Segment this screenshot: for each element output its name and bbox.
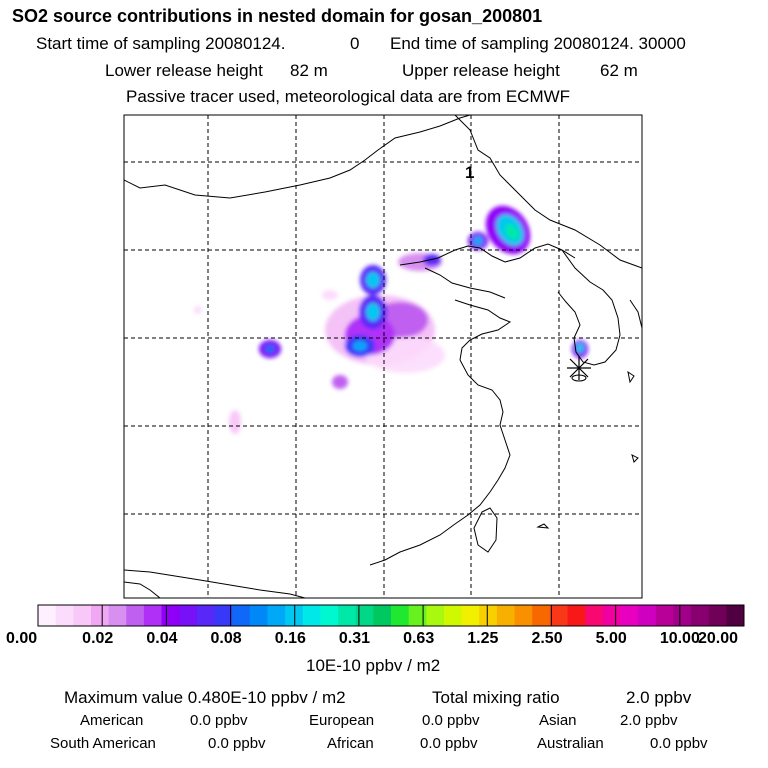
colorbar-tick-label: 0.63 <box>403 630 435 647</box>
colorbar-swatch <box>391 605 410 626</box>
colorbar-swatch <box>602 605 621 626</box>
colorbar-swatch <box>73 605 92 626</box>
region-value-south-american: 0.0 ppbv <box>208 735 266 752</box>
colorbar-swatch <box>302 605 321 626</box>
graticule <box>124 115 642 598</box>
colorbar-swatch <box>708 605 727 626</box>
colorbar-swatch <box>726 605 745 626</box>
colorbar-tick-label: 0.16 <box>274 630 306 647</box>
upper-height-label: Upper release height <box>402 61 560 80</box>
source-marker-label: 1 <box>465 163 474 182</box>
region-value-australian: 0.0 ppbv <box>650 735 708 752</box>
colorbar-swatch <box>585 605 604 626</box>
colorbar-tick-label: 20.00 <box>698 630 739 647</box>
colorbar-swatch <box>655 605 674 626</box>
start-hour-value: 0 <box>350 34 360 53</box>
colorbar-swatch <box>355 605 374 626</box>
colorbar-tick-label: 0.08 <box>210 630 242 647</box>
region-value-american: 0.0 ppbv <box>190 712 248 729</box>
colorbar-swatch <box>55 605 74 626</box>
region-name-south-american: South American <box>50 735 156 752</box>
region-value-european: 0.0 ppbv <box>422 712 480 729</box>
map-frame <box>123 114 643 599</box>
colorbar-swatch <box>443 605 463 626</box>
region-name-american: American <box>80 712 144 729</box>
colorbar-swatch <box>143 605 163 626</box>
colorbar-swatch <box>161 605 180 626</box>
colorbar-swatch <box>479 605 498 626</box>
region-name-asian: Asian <box>539 712 577 729</box>
colorbar-swatch <box>620 605 639 626</box>
colorbar-tick-label: 0.00 <box>6 630 38 647</box>
colorbar-tick-label: 0.04 <box>146 630 178 647</box>
colorbar-swatch <box>532 605 551 626</box>
colorbar-swatch <box>673 605 692 626</box>
start-time-label: Start time of sampling 20080124. <box>36 34 286 53</box>
region-name-australian: Australian <box>537 735 604 752</box>
map-title: SO2 source contributions in nested domai… <box>12 6 543 26</box>
lower-height-value: 82 m <box>290 61 328 80</box>
colorbar-frame <box>37 604 745 627</box>
end-time-label: End time of sampling 20080124. 30000 <box>390 34 686 53</box>
colorbar-swatch <box>90 605 110 626</box>
region-name-african: African <box>327 735 374 752</box>
region-value-african: 0.0 ppbv <box>420 735 478 752</box>
colorbar-swatch <box>514 605 533 626</box>
colorbar-swatch <box>38 605 57 626</box>
colorbar-swatch <box>108 605 127 626</box>
total-mixing-label: Total mixing ratio <box>432 688 560 707</box>
colorbar <box>37 604 745 627</box>
colorbar-tick-label: 10.00 <box>659 630 700 647</box>
colorbar-swatch <box>179 605 198 626</box>
colorbar-swatch <box>373 605 392 626</box>
lower-height-label: Lower release height <box>105 61 263 80</box>
colorbar-swatch <box>126 605 145 626</box>
region-value-asian: 2.0 ppbv <box>620 712 678 729</box>
colorbar-tick-label: 2.50 <box>531 630 563 647</box>
colorbar-swatch <box>285 605 304 626</box>
colorbar-swatch <box>338 605 357 626</box>
colorbar-swatch <box>408 605 427 626</box>
colorbar-swatch <box>214 605 233 626</box>
total-mixing-value: 2.0 ppbv <box>626 688 692 707</box>
colorbar-tick-label: 1.25 <box>467 630 499 647</box>
region-name-european: European <box>309 712 375 729</box>
colorbar-swatch <box>461 605 480 626</box>
plume-field <box>194 205 588 434</box>
colorbar-swatch <box>691 605 710 626</box>
upper-height-value: 62 m <box>600 61 638 80</box>
colorbar-swatch <box>426 605 445 626</box>
colorbar-swatch <box>249 605 268 626</box>
max-value: Maximum value 0.480E-10 ppbv / m2 <box>64 688 346 707</box>
coastlines <box>124 115 642 598</box>
colorbar-swatch <box>638 605 657 626</box>
tracer-note: Passive tracer used, meteorological data… <box>126 87 571 106</box>
colorbar-tick-label: 0.31 <box>338 630 371 647</box>
colorbar-swatch <box>232 605 251 626</box>
asterisk-icon <box>567 356 591 380</box>
colorbar-swatch <box>567 605 586 626</box>
colorbar-swatch <box>549 605 568 626</box>
colorbar-swatch <box>196 605 215 626</box>
colorbar-tick-label: 5.00 <box>595 630 627 647</box>
colorbar-swatch <box>320 605 339 626</box>
colorbar-swatch <box>267 605 286 626</box>
colorbar-unit: 10E-10 ppbv / m2 <box>306 656 441 675</box>
colorbar-swatch <box>496 605 516 626</box>
colorbar-tick-label: 0.02 <box>82 630 114 647</box>
